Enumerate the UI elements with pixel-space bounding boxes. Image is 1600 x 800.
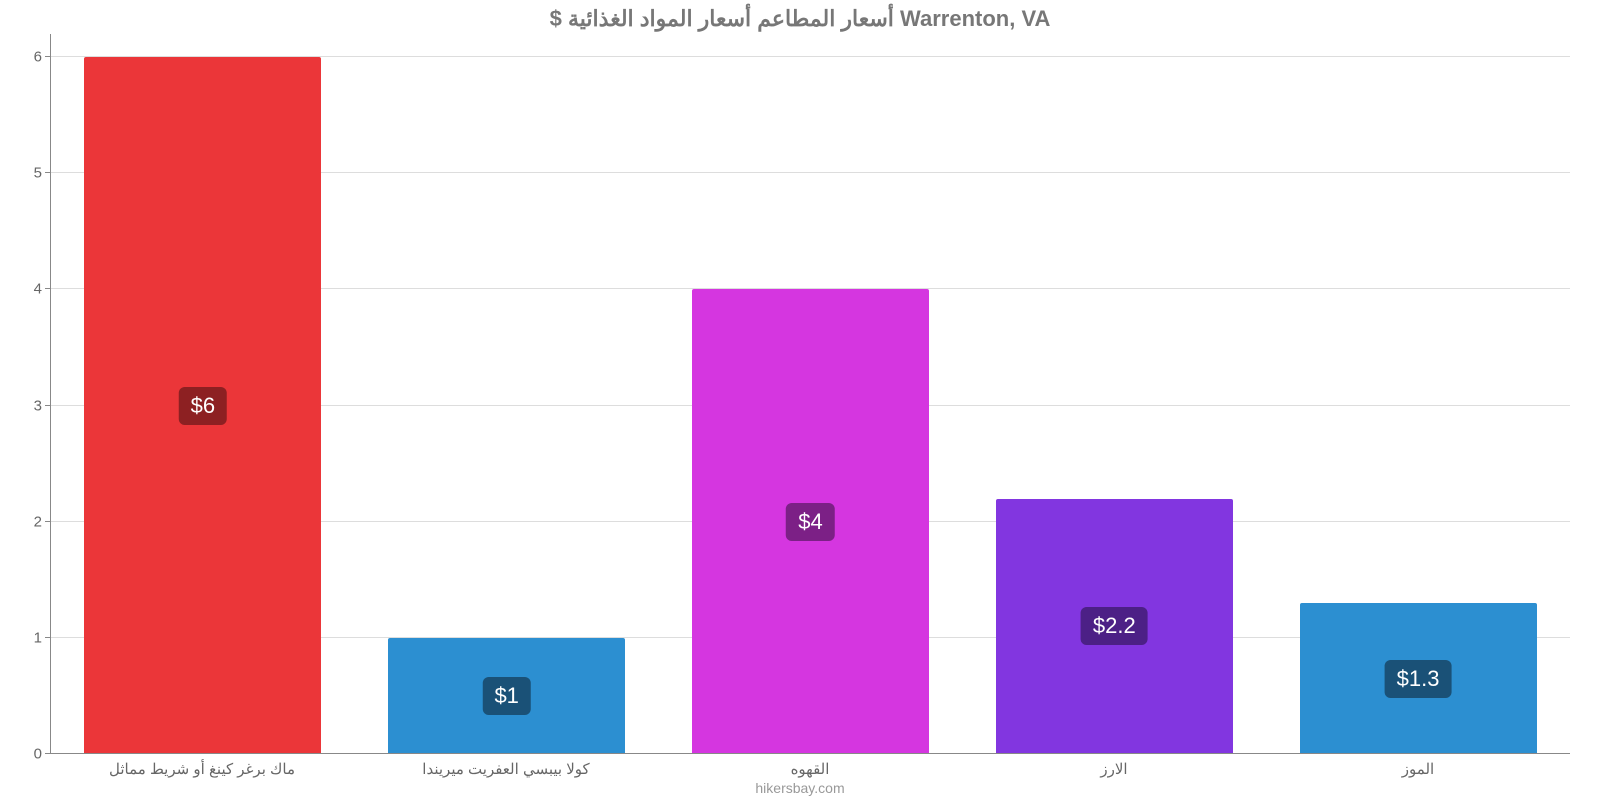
bars-group: $6 $1 $4 $2.2 $1.3 [51,34,1570,754]
y-tick-label: 0 [34,746,42,763]
x-axis: ماك برغر كينغ أو شريط مماثلكولا بيبسي ال… [0,754,1600,778]
value-badge: $1 [482,677,530,715]
bar-slot: $2.2 [962,34,1266,754]
y-tick-label: 1 [34,629,42,646]
y-tick-label: 3 [34,397,42,414]
source-label: hikersbay.com [0,778,1600,800]
value-badge: $1.3 [1385,660,1452,698]
plot-wrap: 0123456 $6$1$4$2.2$1.3 [0,34,1600,754]
value-badge: $6 [179,387,227,425]
bar-slot: $6 [51,34,355,754]
x-category-label: القهوه [658,760,962,778]
value-badge: $2.2 [1081,607,1148,645]
x-category-label: الارز [962,760,1266,778]
x-category-label: ماك برغر كينغ أو شريط مماثل [50,760,354,778]
y-axis: 0123456 [10,34,50,754]
y-tick-label: 4 [34,281,42,298]
y-tick-label: 6 [34,49,42,66]
bar-slot: $1.3 [1266,34,1570,754]
x-axis-line [45,753,1570,754]
chart-title: $ أسعار المطاعم أسعار المواد الغذائية Wa… [0,0,1600,34]
y-tick-label: 5 [34,165,42,182]
price-bar-chart: $ أسعار المطاعم أسعار المواد الغذائية Wa… [0,0,1600,800]
x-category-label: الموز [1266,760,1570,778]
bar-slot: $4 [659,34,963,754]
y-tick-label: 2 [34,513,42,530]
plot-area: $6 $1 $4 $2.2 $1.3 [50,34,1570,754]
value-badge: $4 [786,503,834,541]
x-category-label: كولا بيبسي العفريت ميريندا [354,760,658,778]
bar-slot: $1 [355,34,659,754]
